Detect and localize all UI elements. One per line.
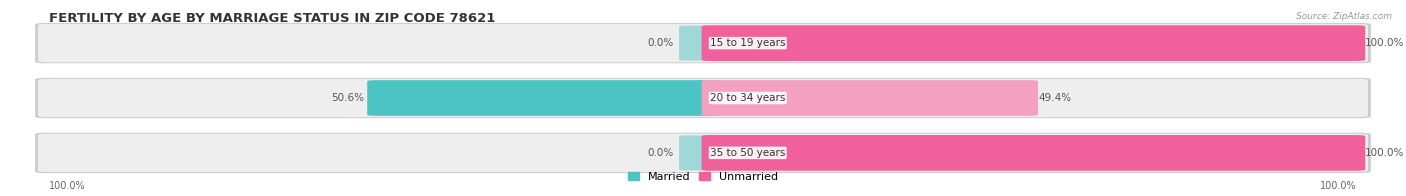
Text: 49.4%: 49.4% <box>1038 93 1071 103</box>
FancyBboxPatch shape <box>679 135 716 170</box>
FancyBboxPatch shape <box>38 24 1368 62</box>
FancyBboxPatch shape <box>367 80 718 116</box>
FancyBboxPatch shape <box>38 134 1368 172</box>
FancyBboxPatch shape <box>679 26 716 61</box>
Text: 100.0%: 100.0% <box>1365 38 1405 48</box>
FancyBboxPatch shape <box>702 25 1365 61</box>
FancyBboxPatch shape <box>35 23 1371 63</box>
Text: 0.0%: 0.0% <box>647 148 673 158</box>
Text: 100.0%: 100.0% <box>1365 148 1405 158</box>
Legend: Married, Unmarried: Married, Unmarried <box>623 168 783 187</box>
Text: 100.0%: 100.0% <box>49 181 86 191</box>
FancyBboxPatch shape <box>35 78 1371 118</box>
Text: 20 to 34 years: 20 to 34 years <box>710 93 786 103</box>
FancyBboxPatch shape <box>35 133 1371 173</box>
Text: 100.0%: 100.0% <box>1320 181 1357 191</box>
Text: Source: ZipAtlas.com: Source: ZipAtlas.com <box>1296 12 1392 21</box>
Text: 0.0%: 0.0% <box>647 38 673 48</box>
Text: 50.6%: 50.6% <box>332 93 364 103</box>
FancyBboxPatch shape <box>702 80 1038 116</box>
Text: FERTILITY BY AGE BY MARRIAGE STATUS IN ZIP CODE 78621: FERTILITY BY AGE BY MARRIAGE STATUS IN Z… <box>49 12 495 25</box>
FancyBboxPatch shape <box>702 135 1365 171</box>
Text: 15 to 19 years: 15 to 19 years <box>710 38 786 48</box>
FancyBboxPatch shape <box>38 79 1368 117</box>
Text: 35 to 50 years: 35 to 50 years <box>710 148 786 158</box>
